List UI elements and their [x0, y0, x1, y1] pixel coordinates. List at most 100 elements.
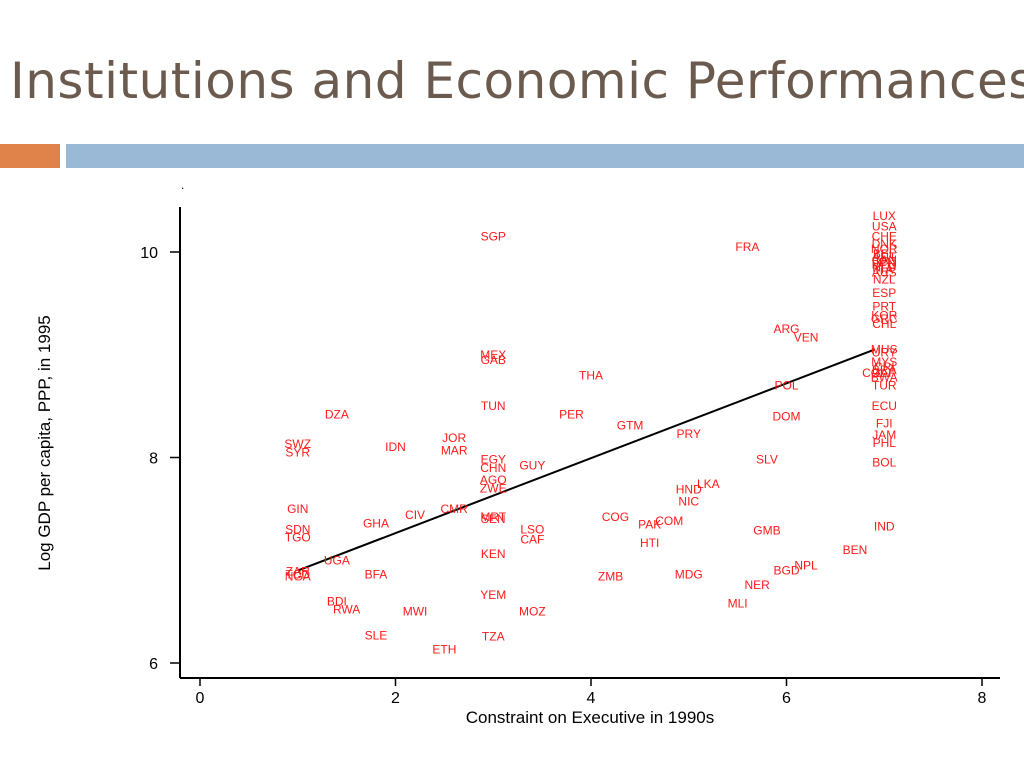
x-tick-label: 6	[782, 690, 791, 707]
point-label-rwa: RWA	[333, 603, 360, 617]
point-label-ind: IND	[874, 519, 895, 533]
point-label-per: PER	[559, 407, 584, 421]
slide-title: Institutions and Economic Performances	[10, 52, 1024, 110]
point-label-pak: PAK	[638, 517, 661, 531]
point-label-hnd: HND	[676, 482, 702, 496]
chart-axes: 0 2 4 6 8 6 8 10	[140, 207, 1000, 707]
point-label-sen: SEN	[481, 512, 506, 526]
point-label-tur: TUR	[872, 379, 897, 393]
point-label-nzl: NZL	[873, 273, 896, 287]
point-label-zmb: ZMB	[598, 570, 623, 584]
y-tick-label: 8	[149, 451, 158, 468]
point-label-idn: IDN	[385, 440, 406, 454]
point-label-can: CAN	[872, 253, 897, 267]
point-label-mex: MEX	[480, 348, 506, 362]
fit-line-group	[297, 348, 875, 572]
point-label-slv: SLV	[756, 453, 778, 467]
point-label-mar: MAR	[441, 443, 468, 457]
point-label-eth: ETH	[432, 643, 456, 657]
point-label-cri: CRI	[874, 360, 895, 374]
point-label-che: CHE	[872, 230, 897, 244]
point-label-ner: NER	[745, 578, 771, 592]
point-label-grc: GRC	[871, 312, 898, 326]
x-tick-label: 8	[978, 690, 987, 707]
point-label-cog: COG	[602, 510, 629, 524]
point-label-mwi: MWI	[403, 605, 428, 619]
point-label-swz: SWZ	[284, 437, 311, 451]
point-label-npl: NPL	[794, 558, 818, 572]
point-label-tcd: TCD	[285, 568, 310, 582]
point-label-tha: THA	[579, 368, 603, 382]
point-label-tun: TUN	[481, 399, 506, 413]
point-label-lso: LSO	[520, 522, 544, 536]
point-label-ven: VEN	[794, 330, 819, 344]
point-label-ben: BEN	[843, 543, 868, 557]
data-points: LUXUSACHEDNKNORBELAUTCANJPNDEUNLDITAAUSN…	[284, 209, 898, 657]
point-label-bwa: BWA	[871, 370, 898, 384]
point-label-chl: CHL	[872, 317, 896, 331]
point-label-dza: DZA	[325, 407, 349, 421]
x-tick-label: 0	[196, 690, 205, 707]
point-label-uga: UGA	[324, 553, 350, 567]
point-label-mdg: MDG	[675, 568, 703, 582]
point-label-sdn: SDN	[285, 522, 310, 536]
point-label-nga: NGA	[285, 570, 311, 584]
point-label-deu: DEU	[872, 257, 897, 271]
x-axis-label: Constraint on Executive in 1990s	[466, 708, 715, 727]
point-label-arg: ARG	[773, 322, 799, 336]
point-label-lka: LKA	[697, 477, 720, 491]
point-label-usa: USA	[872, 219, 897, 233]
point-label-esp: ESP	[872, 286, 896, 300]
x-tick-label: 4	[587, 690, 596, 707]
point-label-aus: AUS	[872, 266, 897, 280]
point-label-pry: PRY	[677, 427, 701, 441]
point-label-dnk: DNK	[872, 237, 897, 251]
point-label-mrt: MRT	[480, 510, 506, 524]
point-label-ury: URY	[872, 346, 897, 360]
point-label-ita: ITA	[875, 262, 893, 276]
point-label-gtm: GTM	[617, 419, 644, 433]
point-label-bgd: BGD	[773, 564, 799, 578]
point-label-bdi: BDI	[327, 594, 347, 608]
point-label-mli: MLI	[728, 596, 748, 610]
point-label-bol: BOL	[872, 456, 896, 470]
point-label-jam: JAM	[872, 428, 896, 442]
point-label-bfa: BFA	[365, 568, 388, 582]
point-label-yem: YEM	[480, 588, 506, 602]
point-label-gmb: GMB	[753, 523, 780, 537]
point-label-jor: JOR	[442, 431, 466, 445]
point-label-tgo: TGO	[285, 531, 311, 545]
point-label-guy: GUY	[519, 459, 545, 473]
point-label-phl: PHL	[873, 436, 897, 450]
y-tick-label: 10	[140, 245, 158, 262]
point-label-nld: NLD	[872, 260, 896, 274]
point-label-lux: LUX	[873, 209, 896, 223]
point-label-nic: NIC	[678, 495, 699, 509]
point-label-civ: CIV	[405, 508, 425, 522]
point-label-hti: HTI	[640, 536, 659, 550]
point-label-bel: BEL	[873, 247, 896, 261]
point-label-nor: NOR	[871, 242, 898, 256]
point-label-chn: CHN	[480, 461, 506, 475]
point-label-fra: FRA	[735, 240, 759, 254]
stray-mark: .	[181, 178, 184, 192]
point-label-fji: FJI	[876, 417, 893, 431]
point-label-dom: DOM	[773, 409, 801, 423]
point-label-moz: MOZ	[519, 605, 546, 619]
point-label-zaf: ZAF	[873, 366, 896, 380]
y-tick-label: 6	[149, 656, 158, 673]
point-label-kor: KOR	[871, 309, 897, 323]
point-label-aut: AUT	[872, 250, 897, 264]
point-label-col: COL	[862, 366, 887, 380]
point-label-bra: BRA	[872, 363, 897, 377]
point-label-jpn: JPN	[873, 255, 896, 269]
point-label-com: COM	[655, 514, 683, 528]
point-label-cmr: CMR	[440, 502, 468, 516]
point-label-mus: MUS	[871, 343, 898, 357]
point-label-ken: KEN	[481, 547, 506, 561]
point-label-zwe: ZWE	[480, 481, 507, 495]
x-tick-label: 2	[391, 690, 400, 707]
point-label-zar: ZAR	[286, 565, 310, 579]
point-label-mys: MYS	[871, 355, 897, 369]
